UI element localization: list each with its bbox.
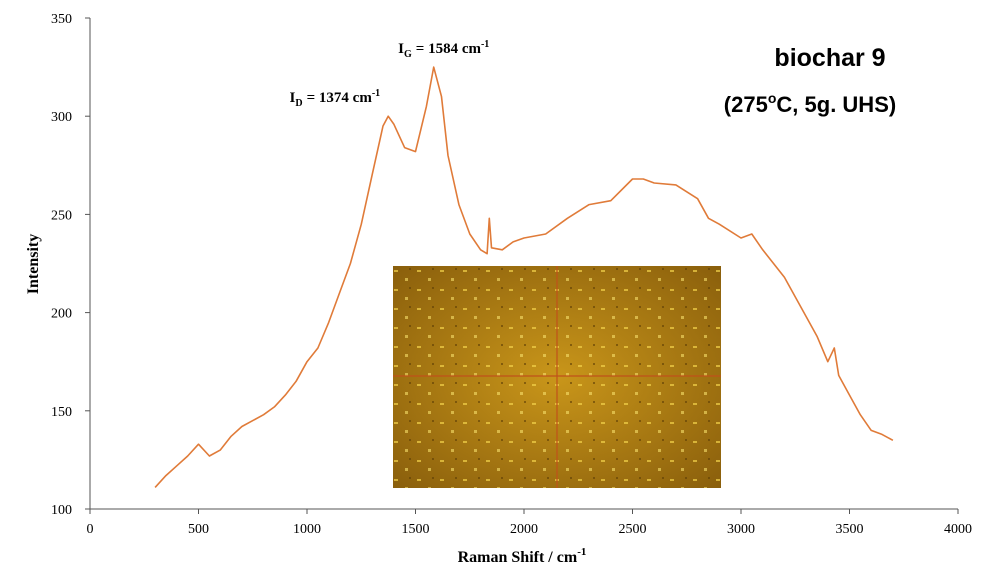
x-label-text: Raman Shift / cm xyxy=(458,549,578,566)
subtitle-part: C, 5g. UHS) xyxy=(776,92,896,117)
x-tick-label: 4000 xyxy=(944,522,972,537)
y-tick-label: 250 xyxy=(51,208,72,223)
annotation-sub: G xyxy=(404,49,412,60)
x-axis-label: Raman Shift / cm-1 xyxy=(458,546,587,566)
x-tick-label: 500 xyxy=(188,522,209,537)
subtitle-sup: o xyxy=(768,90,777,106)
annotation-text: = 1374 cm xyxy=(307,90,373,106)
y-tick-label: 300 xyxy=(51,110,72,125)
x-tick-label: 1000 xyxy=(293,522,321,537)
x-tick-label: 3000 xyxy=(727,522,755,537)
y-tick-label: 200 xyxy=(51,307,72,322)
x-tick-label: 0 xyxy=(87,522,94,537)
inset-photo xyxy=(393,266,721,488)
peak-annotation: IG = 1584 cm-1 xyxy=(398,39,489,60)
x-tick-label: 1500 xyxy=(402,522,430,537)
chart-subtitle: (275oC, 5g. UHS) xyxy=(724,90,896,117)
x-tick-label: 2000 xyxy=(510,522,538,537)
x-label-sup: -1 xyxy=(577,546,586,558)
annotation-sup: -1 xyxy=(481,39,489,50)
peak-annotation: ID = 1374 cm-1 xyxy=(290,88,381,109)
y-tick-label: 150 xyxy=(51,405,72,420)
chart-title: biochar 9 xyxy=(774,44,885,72)
annotation-main: I xyxy=(290,90,296,106)
annotation-main: I xyxy=(398,41,404,57)
spectrum-line xyxy=(154,66,894,488)
y-tick-label: 100 xyxy=(51,503,72,518)
annotation-text: = 1584 cm xyxy=(416,41,482,57)
annotation-sup: -1 xyxy=(372,88,380,99)
annotation-sub: D xyxy=(295,98,302,109)
subtitle-part: (275 xyxy=(724,92,768,117)
x-tick-label: 3500 xyxy=(836,522,864,537)
x-tick-label: 2500 xyxy=(619,522,647,537)
y-tick-label: 350 xyxy=(51,12,72,27)
y-axis-label: Intensity xyxy=(25,234,42,294)
